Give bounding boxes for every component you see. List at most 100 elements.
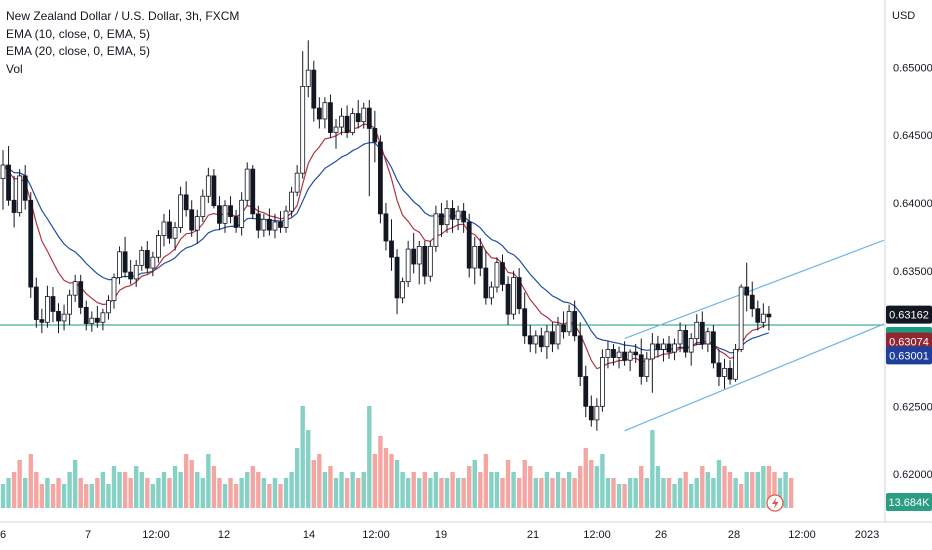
volume-bar (228, 478, 233, 508)
candle-body (500, 262, 505, 285)
time-tick-label: 19 (435, 529, 447, 541)
volume-bar (394, 460, 400, 508)
volume-bar (788, 478, 794, 508)
candle-body (605, 348, 611, 358)
candle-body (233, 216, 239, 228)
ema10-badge-bg (886, 332, 932, 351)
volume-bar (128, 478, 133, 508)
candle-body (322, 102, 328, 120)
candle-body (572, 311, 578, 337)
candle-body (705, 331, 711, 345)
volume-bar (483, 454, 489, 508)
candle-body (616, 351, 622, 358)
volume-bar (539, 478, 544, 508)
volume-bar (744, 472, 749, 508)
volume-bar (439, 478, 444, 508)
volume-bar (23, 478, 28, 508)
volume-bar (283, 478, 289, 508)
legend-ema10[interactable]: EMA (10, close, 0, EMA, 5) (6, 26, 151, 41)
candle-body (466, 221, 472, 269)
candle-body (244, 168, 250, 201)
volume-bar (766, 466, 772, 508)
volume-bar (572, 478, 577, 508)
time-tick-label: 12:00 (142, 529, 170, 541)
candle-body (161, 221, 167, 236)
volume-bar (500, 478, 505, 508)
volume-bar (378, 436, 383, 508)
candle-body (416, 245, 422, 265)
time-tick-label: 12:00 (583, 529, 611, 541)
volume-bar (84, 484, 89, 508)
volume-bar (28, 454, 33, 508)
candle-body (450, 208, 455, 220)
candle-body (427, 245, 433, 277)
time-tick-label: 2023 (855, 529, 879, 541)
candle-body (255, 213, 261, 231)
candle-body (638, 354, 644, 377)
legend-ema20[interactable]: EMA (20, close, 0, EMA, 5) (6, 44, 151, 58)
candle-body (294, 172, 300, 193)
volume-bar (722, 466, 727, 508)
volume-bar (627, 478, 633, 508)
volume-bar (733, 478, 738, 508)
legend-volume[interactable]: Vol (6, 61, 23, 76)
volume-bar (333, 478, 339, 508)
volume-bar (106, 484, 111, 508)
candle-body (194, 216, 200, 231)
volume-bar (278, 484, 283, 508)
volume-bar (172, 466, 178, 508)
time-tick-label: 12:00 (788, 529, 816, 541)
candle-body (11, 199, 17, 213)
candle-body (688, 338, 694, 353)
legend-symbol-title[interactable]: New Zealand Dollar / U.S. Dollar, 3h, FX… (6, 9, 240, 23)
volume-bar (505, 460, 511, 508)
candle-body (167, 221, 172, 239)
candle-body (699, 321, 705, 345)
candle-body (72, 281, 78, 296)
candle-body (749, 294, 755, 310)
candle-body (222, 205, 228, 224)
candle-body (261, 218, 267, 231)
volume-bar (461, 478, 466, 508)
price-tick-label: 0.65000 (893, 62, 932, 74)
volume-bar (311, 460, 316, 508)
volume-bar (544, 472, 550, 508)
candle-body (755, 308, 761, 323)
volume-bar (67, 472, 72, 508)
time-tick-label: 28 (728, 529, 740, 541)
volume-bar (111, 466, 117, 508)
volume-bar (161, 472, 167, 508)
candle-body (594, 405, 600, 421)
candle-body (228, 205, 233, 217)
volume-bar (372, 454, 378, 508)
candle-body (150, 256, 156, 269)
time-tick-label: 21 (527, 529, 539, 541)
candle-body (533, 335, 539, 345)
candle-body (366, 107, 372, 129)
candle-body (250, 168, 256, 215)
volume-bar (727, 472, 733, 508)
volume-bar (256, 472, 261, 508)
volume-bar (533, 478, 538, 508)
price-tick-label: 0.63500 (893, 266, 932, 278)
candle-body (433, 213, 439, 247)
candle-body (494, 262, 500, 288)
volume-bar (261, 478, 267, 508)
volume-bar (738, 484, 744, 508)
volume-bar (72, 460, 78, 508)
candle-body (183, 194, 189, 211)
ema20-badge: 0.63001 (889, 350, 929, 362)
volume-bar (183, 454, 189, 508)
candle-body (544, 331, 550, 348)
price-tick-label: 0.64500 (893, 130, 932, 142)
candle-body (272, 221, 278, 231)
candle-body (17, 175, 23, 213)
volume-bar (167, 478, 172, 508)
candle-body (211, 175, 217, 207)
channel-upper-line (624, 239, 885, 340)
candle-body (644, 358, 650, 377)
alert-icon[interactable] (766, 494, 784, 512)
time-tick-label: 14 (303, 529, 315, 541)
